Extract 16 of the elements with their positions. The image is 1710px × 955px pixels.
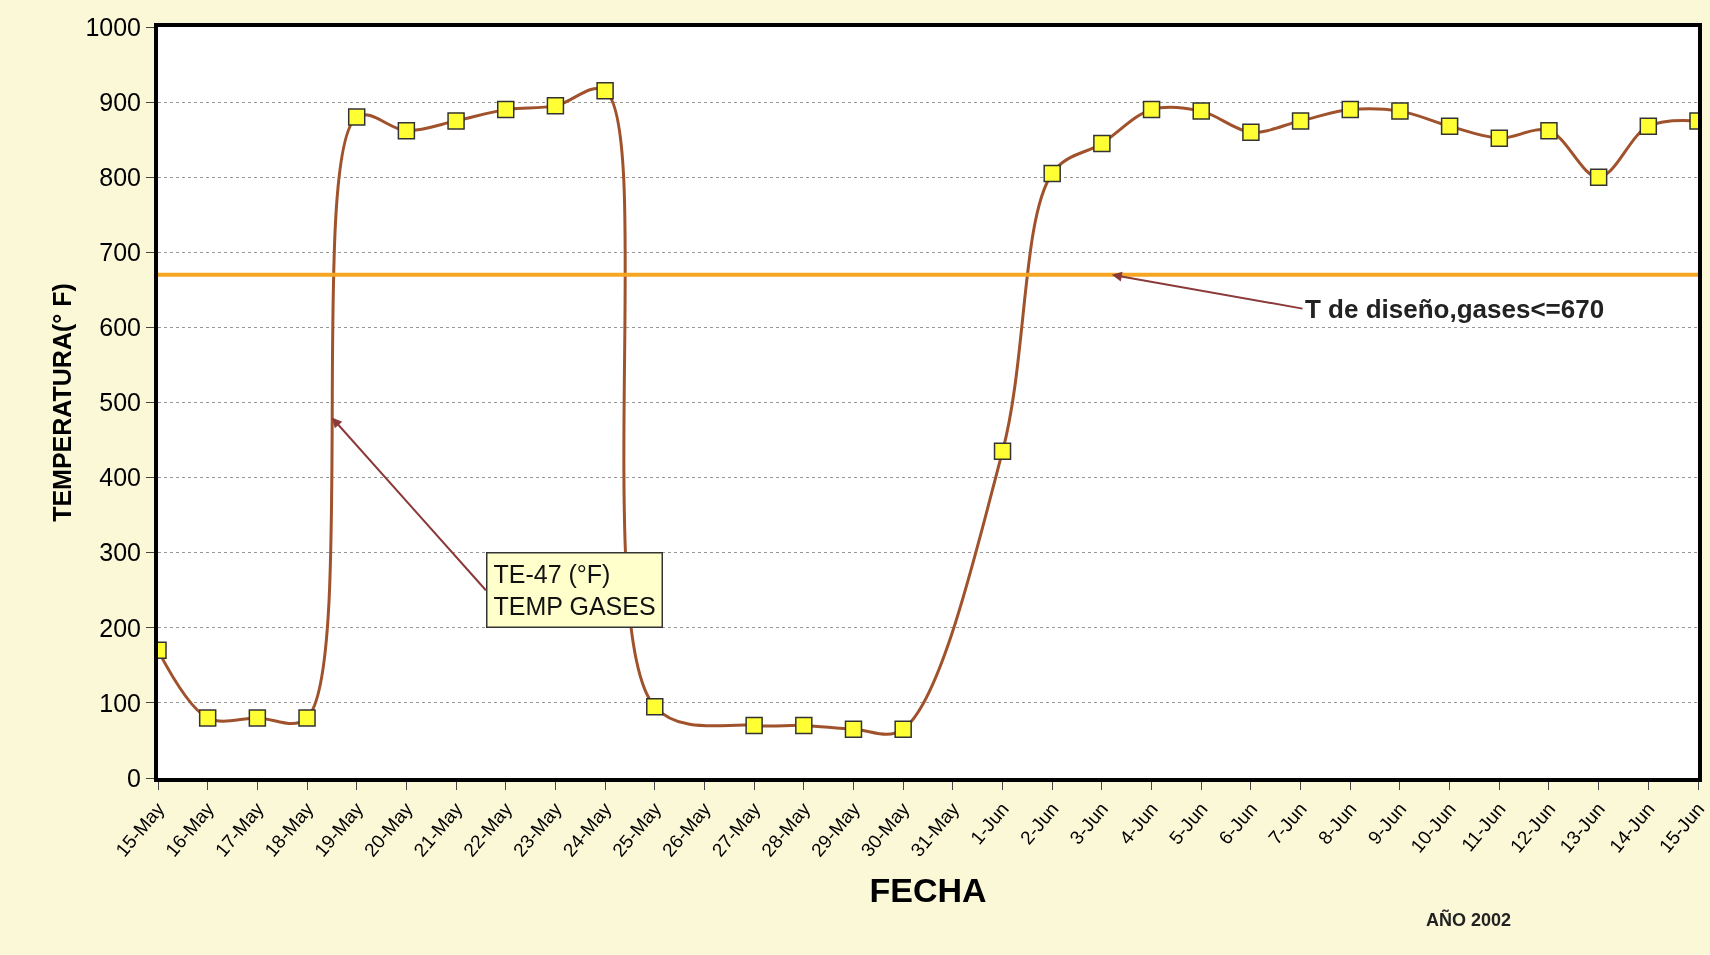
y-tick-label: 400 (99, 463, 141, 492)
ref-line-label: T de diseño,gases<=670 (1305, 294, 1605, 324)
y-tick-label: 1000 (85, 12, 141, 41)
series-label: TE-47 (°F) TEMP GASES (493, 559, 656, 620)
y-tick-label: 500 (99, 388, 141, 417)
y-tick-label: 600 (99, 313, 141, 342)
y-tick-label: 300 (99, 538, 141, 567)
x-axis-title: FECHA (869, 871, 987, 910)
text: AÑO 2002 (1426, 909, 1512, 930)
y-tick-label: 200 (99, 613, 141, 642)
y-tick-label: 100 (99, 688, 141, 717)
y-tick-label: 900 (99, 87, 141, 116)
y-tick-label: 700 (99, 238, 141, 267)
y-tick-label: 800 (99, 162, 141, 191)
y-tick-label: 0 (127, 763, 141, 792)
y-axis-title: TEMPERATURA(° F) (47, 283, 76, 522)
